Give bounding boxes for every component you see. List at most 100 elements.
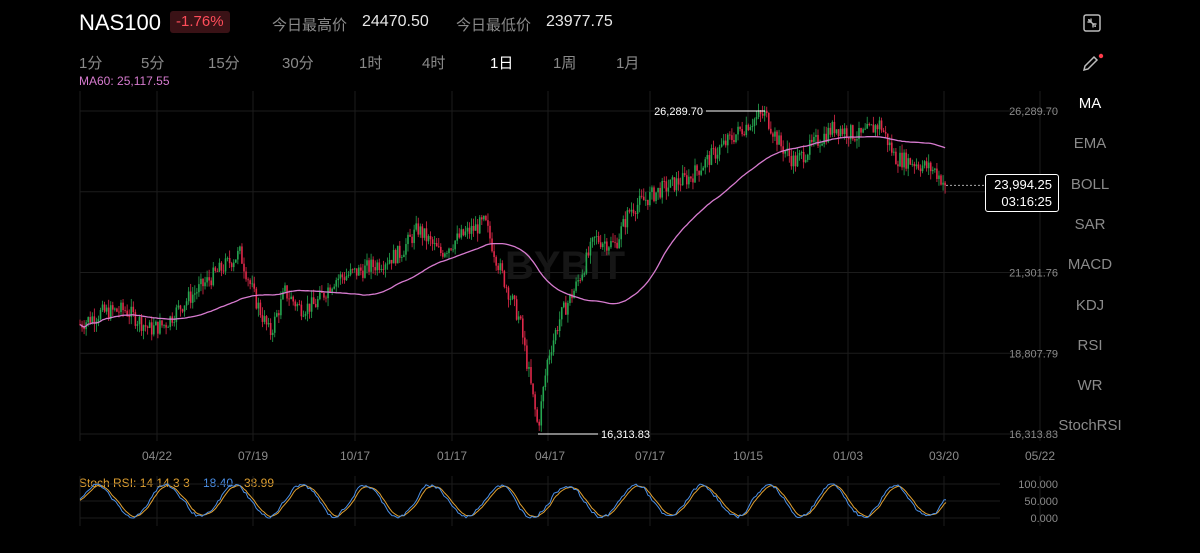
tab-timeframe-0[interactable]: 1分	[79, 55, 103, 72]
candle-318	[731, 128, 733, 145]
candle-290	[673, 177, 676, 192]
candle-11	[101, 300, 104, 313]
candle-143	[372, 256, 374, 274]
candle-31	[142, 324, 145, 340]
candle-163	[413, 224, 415, 250]
stoch-y-tick-2: 0.000	[1030, 513, 1058, 525]
candle-382	[862, 127, 864, 134]
candle-212	[513, 294, 516, 307]
candle-422	[944, 180, 946, 194]
indicator-item-5[interactable]: KDJ	[1075, 296, 1105, 314]
tab-timeframe-4[interactable]: 1时	[359, 55, 383, 72]
candle-302	[698, 170, 700, 182]
candle-102	[288, 290, 290, 306]
candle-391	[880, 117, 883, 133]
tab-timeframe-6[interactable]: 1日	[490, 55, 514, 72]
candle-262	[616, 237, 618, 250]
stoch-rsi-chart[interactable]: 100.000 50.000 0.000	[0, 476, 1200, 553]
candle-142	[370, 253, 372, 280]
candle-151	[388, 252, 391, 265]
candle-12	[103, 301, 106, 313]
candle-268	[628, 208, 631, 214]
candle-417	[934, 167, 936, 173]
candle-127	[339, 271, 342, 285]
candle-374	[845, 125, 848, 144]
indicator-item-7[interactable]: WR	[1077, 377, 1103, 395]
candle-246	[583, 271, 586, 277]
candle-205	[499, 258, 502, 275]
candle-297	[688, 169, 690, 189]
candle-255	[601, 241, 604, 250]
indicator-item-8[interactable]: StochRSI	[1058, 417, 1122, 435]
tab-timeframe-1[interactable]: 5分	[141, 55, 165, 72]
candle-370	[837, 129, 840, 145]
candle-14	[107, 299, 110, 321]
indicator-item-2[interactable]: BOLL	[1070, 175, 1110, 193]
draw-pencil-icon[interactable]	[1080, 52, 1104, 74]
candle-215	[519, 315, 522, 321]
candle-326	[747, 123, 750, 132]
tab-timeframe-7[interactable]: 1周	[553, 55, 577, 72]
candle-222	[534, 391, 536, 417]
candle-119	[323, 291, 325, 301]
candle-10	[99, 307, 102, 321]
candle-269	[630, 202, 633, 217]
candle-221	[532, 383, 534, 398]
candle-112	[308, 303, 311, 319]
tab-timeframe-2[interactable]: 15分	[208, 55, 240, 72]
day-high-label: 今日最高价	[272, 17, 348, 34]
candle-161	[409, 228, 411, 237]
candle-111	[306, 295, 309, 322]
indicator-item-0[interactable]: MA	[1078, 95, 1102, 112]
candle-292	[677, 170, 680, 191]
candle-350	[796, 147, 799, 167]
candle-82	[247, 277, 249, 287]
indicator-item-6[interactable]: RSI	[1077, 336, 1103, 354]
candle-192	[472, 218, 475, 237]
candle-89	[261, 307, 264, 328]
candle-338	[772, 131, 774, 144]
candle-150	[386, 257, 389, 270]
candle-249	[589, 237, 592, 264]
change-badge: -1.76%	[170, 11, 230, 33]
candle-96	[276, 309, 278, 318]
candle-347	[790, 149, 793, 170]
candle-170	[427, 234, 430, 245]
candle-113	[310, 290, 313, 319]
candle-103	[290, 292, 292, 300]
candle-208	[505, 284, 508, 293]
fullscreen-icon[interactable]	[1082, 13, 1102, 33]
candle-288	[669, 179, 672, 188]
candle-184	[456, 225, 458, 245]
candle-41	[163, 324, 165, 329]
candle-327	[749, 124, 752, 131]
x-tick-label-3: 01/17	[437, 449, 467, 463]
indicator-item-1[interactable]: EMA	[1073, 135, 1107, 153]
candle-286	[665, 176, 668, 200]
candle-341	[778, 129, 780, 145]
indicator-item-4[interactable]: MACD	[1067, 256, 1113, 274]
candle-278	[649, 186, 651, 207]
tab-timeframe-3[interactable]: 30分	[282, 55, 314, 72]
candle-258	[608, 246, 610, 255]
tab-timeframe-5[interactable]: 4时	[422, 55, 446, 72]
candle-364	[825, 126, 827, 145]
candle-276	[645, 192, 647, 206]
candle-412	[923, 160, 926, 169]
tab-timeframe-8[interactable]: 1月	[616, 55, 640, 72]
candle-73	[228, 250, 231, 269]
x-tick-label-9: 05/22	[1025, 449, 1055, 463]
candle-165	[417, 217, 420, 238]
stoch-y-tick-1: 50.000	[1024, 496, 1058, 508]
candle-124	[333, 283, 335, 290]
indicator-item-3[interactable]: SAR	[1074, 215, 1106, 233]
symbol-title[interactable]: NAS100	[79, 10, 161, 35]
candle-105	[294, 299, 297, 311]
candle-353	[802, 145, 805, 169]
candle-79	[241, 243, 243, 264]
candle-147	[380, 264, 383, 273]
candle-274	[640, 189, 643, 199]
candle-261	[614, 234, 616, 248]
candle-21	[122, 298, 124, 318]
